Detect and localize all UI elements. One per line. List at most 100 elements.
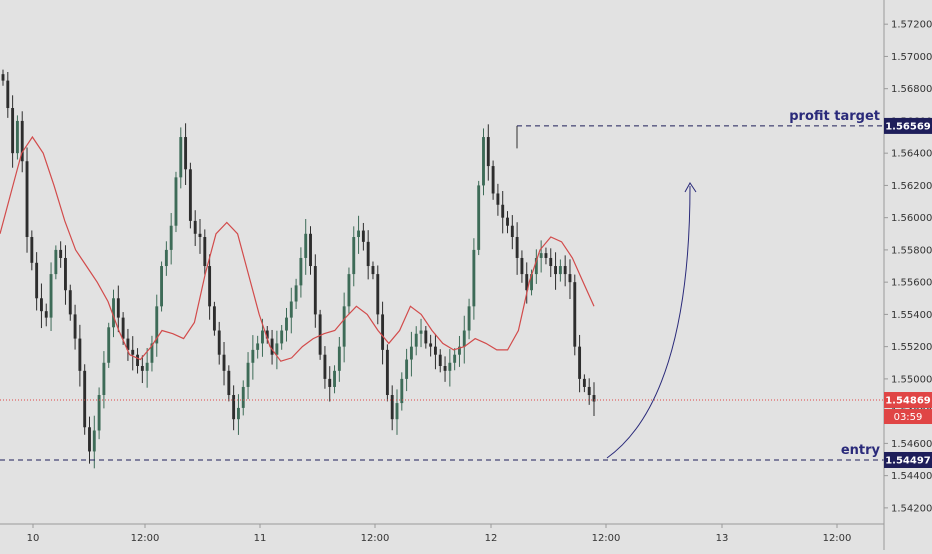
candle-down bbox=[366, 241, 370, 267]
candle-down bbox=[232, 395, 236, 420]
candle-down bbox=[227, 370, 231, 396]
candle-up bbox=[150, 343, 154, 363]
y-tick-label: 1.56400 bbox=[891, 149, 932, 160]
candle-down bbox=[568, 274, 572, 283]
candle-down bbox=[361, 230, 365, 242]
candle-down bbox=[491, 166, 495, 194]
moving-average-layer bbox=[0, 135, 595, 362]
candle-up bbox=[304, 233, 308, 258]
candle-up bbox=[482, 137, 485, 186]
candle-up bbox=[419, 330, 423, 334]
candle-down bbox=[136, 354, 139, 366]
candle-up bbox=[558, 266, 562, 275]
y-tick-label: 1.55800 bbox=[891, 245, 932, 256]
candle-down bbox=[88, 427, 91, 452]
x-tick-label: 10 bbox=[27, 533, 40, 544]
entry-label: entry bbox=[841, 443, 881, 458]
candle-down bbox=[573, 282, 577, 347]
y-tick-label: 1.54600 bbox=[891, 439, 932, 450]
y-tick-label: 1.56800 bbox=[891, 84, 932, 95]
candle-down bbox=[506, 217, 509, 226]
candle-down bbox=[1, 74, 5, 81]
candle-up bbox=[160, 266, 164, 307]
candle-up bbox=[448, 362, 452, 371]
candle-up bbox=[261, 330, 264, 344]
candle-down bbox=[563, 266, 567, 275]
candle-up bbox=[409, 346, 413, 360]
candle-down bbox=[83, 370, 87, 428]
candle-up bbox=[54, 249, 58, 275]
candle-up bbox=[342, 306, 346, 347]
candle-down bbox=[78, 338, 82, 371]
candle-up bbox=[164, 249, 168, 267]
projection-arrow-layer bbox=[606, 182, 697, 459]
candle-down bbox=[381, 314, 385, 350]
candle-down bbox=[20, 120, 24, 162]
candle-up bbox=[155, 306, 159, 344]
candle-up bbox=[299, 257, 303, 286]
candle-down bbox=[203, 237, 207, 267]
candle-up bbox=[169, 225, 173, 250]
candle-down bbox=[193, 220, 197, 234]
x-axis-ticks[interactable]: 10 12:00 11 12:00 12 12:00 13 12:00 bbox=[27, 524, 852, 544]
candle-down bbox=[73, 314, 77, 339]
candle-down bbox=[496, 193, 500, 205]
x-tick-label: 12:00 bbox=[823, 533, 852, 544]
candle-down bbox=[265, 330, 269, 339]
candle-down bbox=[525, 274, 529, 291]
candle-up bbox=[352, 237, 356, 275]
candle-down bbox=[424, 330, 428, 344]
x-tick-label: 12:00 bbox=[131, 533, 160, 544]
y-axis-ticks[interactable]: 1.572001.570001.568001.566001.564001.562… bbox=[884, 20, 932, 515]
x-tick-label: 12:00 bbox=[592, 533, 621, 544]
profit-target-label: profit target bbox=[789, 109, 880, 124]
candle-up bbox=[472, 249, 476, 307]
candle-up bbox=[453, 354, 457, 363]
candle-up bbox=[337, 346, 341, 371]
entry-tag bbox=[884, 451, 932, 468]
current-price-tag bbox=[884, 392, 932, 409]
candle-down bbox=[549, 257, 553, 267]
candle-down bbox=[433, 346, 437, 355]
entry-tag-label: 1.54497 bbox=[885, 455, 931, 466]
candle-up bbox=[102, 362, 106, 396]
candle-up bbox=[49, 274, 53, 318]
projection-arrowhead bbox=[684, 182, 697, 193]
candle-up bbox=[275, 343, 279, 355]
candle-up bbox=[395, 403, 399, 420]
candle-up bbox=[174, 177, 178, 226]
candle-up bbox=[145, 362, 149, 371]
x-tick-label: 12 bbox=[485, 533, 498, 544]
candle-up bbox=[333, 370, 336, 387]
candle-up bbox=[289, 301, 293, 318]
candle-down bbox=[544, 253, 548, 258]
candle-up bbox=[400, 378, 404, 404]
candle-down bbox=[582, 378, 586, 387]
candle-down bbox=[35, 262, 39, 299]
y-tick-label: 1.55000 bbox=[891, 374, 932, 385]
candle-down bbox=[208, 266, 212, 307]
candle-down bbox=[318, 314, 322, 355]
candle-up bbox=[285, 317, 288, 331]
candle-down bbox=[270, 338, 274, 355]
candle-down bbox=[212, 306, 216, 331]
countdown-tag bbox=[884, 409, 932, 425]
candle-down bbox=[486, 137, 490, 167]
candle-up bbox=[477, 185, 481, 250]
candle-down bbox=[184, 137, 188, 170]
y-tick-label: 1.54400 bbox=[891, 471, 932, 482]
candle-down bbox=[385, 349, 389, 396]
candle-down bbox=[554, 266, 558, 275]
candle-down bbox=[217, 330, 221, 355]
candle-down bbox=[520, 257, 524, 275]
countdown-label: 03:59 bbox=[894, 412, 923, 423]
candle-down bbox=[140, 365, 144, 371]
candle-up bbox=[539, 253, 543, 258]
candle-up bbox=[294, 285, 298, 302]
candle-down bbox=[313, 266, 317, 315]
projection-arrow bbox=[606, 185, 691, 459]
candle-down bbox=[6, 80, 10, 109]
